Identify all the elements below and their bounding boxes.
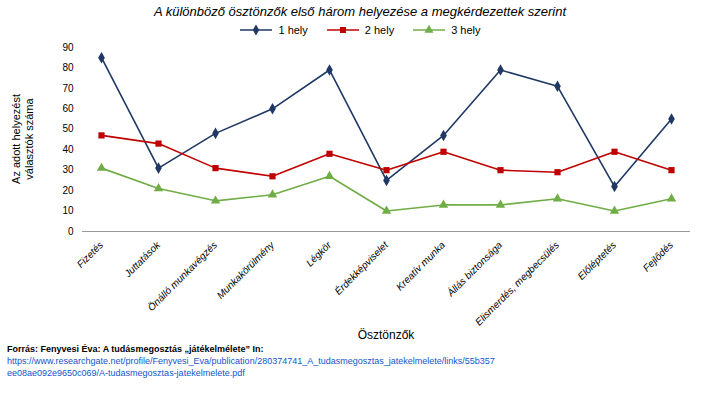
svg-text:Elismerdés, megbecsülés: Elismerdés, megbecsülés: [473, 239, 561, 327]
svg-text:0: 0: [68, 226, 74, 237]
svg-text:10: 10: [62, 205, 74, 216]
svg-text:Állás biztonsága: Állás biztonsága: [443, 238, 504, 299]
svg-text:30: 30: [62, 164, 74, 175]
svg-text:Előléptetés: Előléptetés: [575, 239, 618, 282]
svg-text:Ösztönzők: Ösztönzők: [358, 328, 416, 342]
html-text:https://www.researchgate.net/p: https://www.researchgate.net/profile/Fen…: [7, 356, 495, 366]
svg-text:90: 90: [62, 42, 74, 53]
svg-text:40: 40: [62, 144, 74, 155]
svg-text:Önálló munkavégzés: Önálló munkavégzés: [145, 239, 219, 313]
html-text:ee08ae092e9650c069/A-tudasmego: ee08ae092e9650c069/A-tudasmegosztas-jate…: [7, 368, 245, 378]
html-text:1 hely: 1 hely: [278, 24, 308, 36]
svg-text:Légkör: Légkör: [304, 239, 334, 269]
svg-text:Fejlődés: Fejlődés: [641, 239, 676, 274]
svg-text:Juttatások: Juttatások: [121, 239, 162, 280]
svg-text:70: 70: [62, 83, 74, 94]
html-text:3 hely: 3 hely: [451, 24, 481, 36]
html-text:A különböző ösztönzők első hár: A különböző ösztönzők első három helyezé…: [153, 4, 567, 19]
svg-text:Kreatív munka: Kreatív munka: [394, 239, 448, 293]
svg-text:80: 80: [62, 62, 74, 73]
svg-text:Fizetés: Fizetés: [75, 239, 106, 270]
html-text:Forrás: Fenyvesi Éva: A tudásm: Forrás: Fenyvesi Éva: A tudásmegosztás „…: [7, 344, 264, 354]
svg-text:Érdekképviselet: Érdekképviselet: [332, 238, 391, 297]
svg-text:Az adott helyezéstválasztók sz: Az adott helyezéstválasztók száma: [10, 94, 35, 184]
svg-text:60: 60: [62, 103, 74, 114]
svg-text:50: 50: [62, 123, 74, 134]
svg-text:20: 20: [62, 185, 74, 196]
html-text:2 hely: 2 hely: [364, 24, 395, 36]
svg-text:Munkakörülmény: Munkakörülmény: [215, 239, 277, 301]
